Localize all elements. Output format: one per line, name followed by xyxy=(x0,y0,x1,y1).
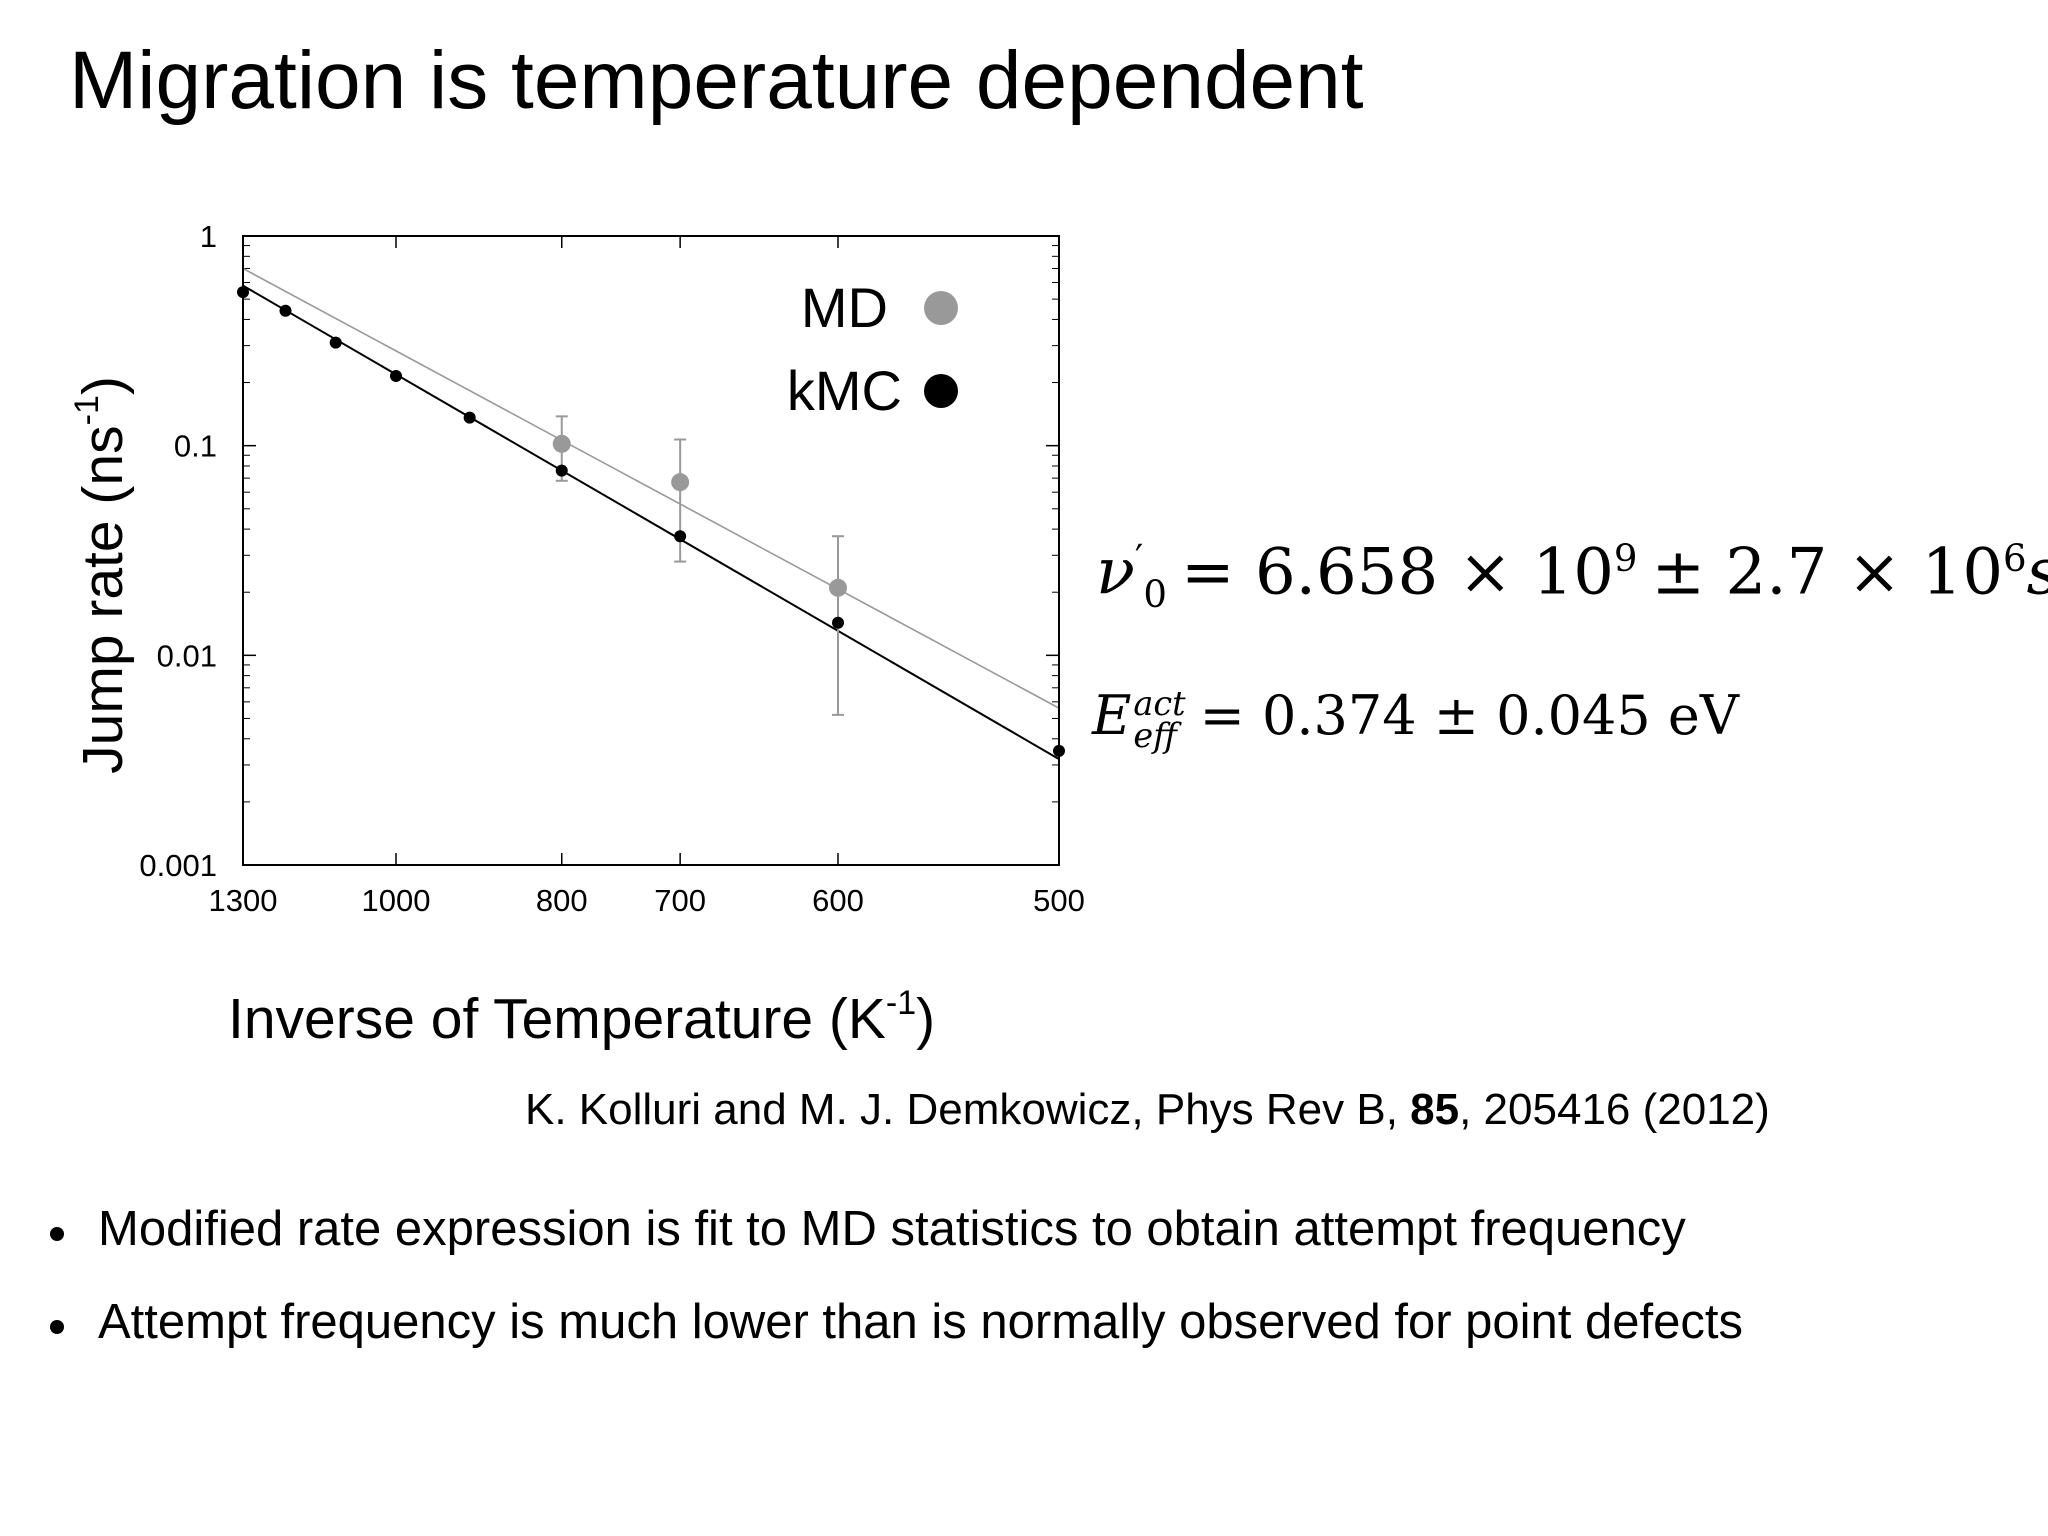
point-md xyxy=(552,434,571,453)
x-tick-label: 700 xyxy=(654,883,706,918)
point-kmc xyxy=(329,336,342,349)
legend-marker-md xyxy=(924,291,958,325)
point-md xyxy=(829,578,847,597)
bullet-item: Attempt frequency is much lower than is … xyxy=(44,1298,1743,1347)
point-kmc xyxy=(279,304,292,317)
x-axis-label: Inverse of Temperature (K-1) xyxy=(228,984,935,1051)
nu-subscript: 0 xyxy=(1143,573,1167,617)
x-tick-label: 1000 xyxy=(362,883,431,918)
attempt-frequency-equation: ν′0= 6.658 × 109± 2.7 × 106s−1 xyxy=(1096,540,2048,613)
y-tick-label: 0.001 xyxy=(139,848,217,883)
fit-lines xyxy=(242,267,1060,760)
nu-unit: s xyxy=(2027,535,2048,609)
e-rest: = 0.374 ± 0.045 eV xyxy=(1199,683,1739,747)
tick-labels: 1300 1000 800 700 600 500 0.001 0.01 0.1 1 xyxy=(139,219,1084,918)
legend-label-md: MD xyxy=(801,276,888,339)
nu-rest-pre: = 6.658 × 10 xyxy=(1180,535,1614,610)
citation-pre: K. Kolluri and M. J. Demkowicz, Phys Rev… xyxy=(525,1085,1411,1134)
nu-symbol: ν xyxy=(1096,535,1135,610)
x-tick-label: 1300 xyxy=(209,883,278,918)
point-kmc xyxy=(555,464,568,477)
citation-volume: 85 xyxy=(1410,1085,1460,1134)
legend: MD kMC xyxy=(787,276,958,422)
nu-prime: ′ xyxy=(1134,537,1144,580)
nu-mid: ± 2.7 × 10 xyxy=(1651,535,2004,610)
x-tick-label: 800 xyxy=(536,883,588,918)
e-symbol: E xyxy=(1092,683,1132,747)
y-tick-label: 0.1 xyxy=(174,429,217,464)
fit-line-kmc xyxy=(242,284,1060,760)
legend-marker-kmc xyxy=(924,374,958,408)
bullet-text: Modified rate expression is fit to MD st… xyxy=(98,1202,1686,1256)
x-axis-label-main: Inverse of Temperature (K xyxy=(228,987,886,1051)
y-tick-label: 1 xyxy=(200,219,217,254)
point-kmc xyxy=(832,616,844,629)
y-tick-label: 0.01 xyxy=(157,638,217,673)
e-sup: act xyxy=(1133,684,1186,723)
bullet-list: Modified rate expression is fit to MD st… xyxy=(44,1205,1743,1391)
bullet-item: Modified rate expression is fit to MD st… xyxy=(44,1205,1743,1254)
point-kmc xyxy=(390,369,402,382)
e-sub: eff xyxy=(1133,715,1177,755)
x-tick-label: 600 xyxy=(812,883,864,918)
nu-exp1: 9 xyxy=(1613,537,1638,580)
y-axis-label-main: Jump rate (ns xyxy=(71,425,135,773)
nu-exp2: 6 xyxy=(2003,537,2027,580)
x-tick-label: 500 xyxy=(1033,883,1085,918)
axis-ticks xyxy=(242,235,1060,866)
slide-title: Migration is temperature dependent xyxy=(69,35,1364,126)
bullet-dot xyxy=(50,1227,64,1241)
plot-frame xyxy=(242,235,1060,866)
point-kmc xyxy=(674,530,687,543)
point-kmc xyxy=(463,411,476,424)
point-md xyxy=(671,473,690,492)
fit-line-md xyxy=(242,267,1060,709)
e-indices: act eff xyxy=(1133,684,1186,755)
y-axis-label-end: ) xyxy=(71,376,135,395)
citation: K. Kolluri and M. J. Demkowicz, Phys Rev… xyxy=(525,1085,1770,1135)
legend-label-kmc: kMC xyxy=(787,359,902,422)
bullet-text: Attempt frequency is much lower than is … xyxy=(98,1295,1743,1349)
bullet-dot xyxy=(50,1320,64,1334)
y-axis-label-sup: -1 xyxy=(68,395,106,425)
x-axis-label-end: ) xyxy=(916,987,935,1051)
x-axis-label-sup: -1 xyxy=(886,984,916,1022)
jump-rate-chart: 1300 1000 800 700 600 500 0.001 0.01 0.1 1 Jump r… xyxy=(68,219,1085,1051)
y-axis-label: Jump rate (ns-1) xyxy=(68,376,135,774)
citation-post: , 205416 (2012) xyxy=(1459,1085,1770,1134)
